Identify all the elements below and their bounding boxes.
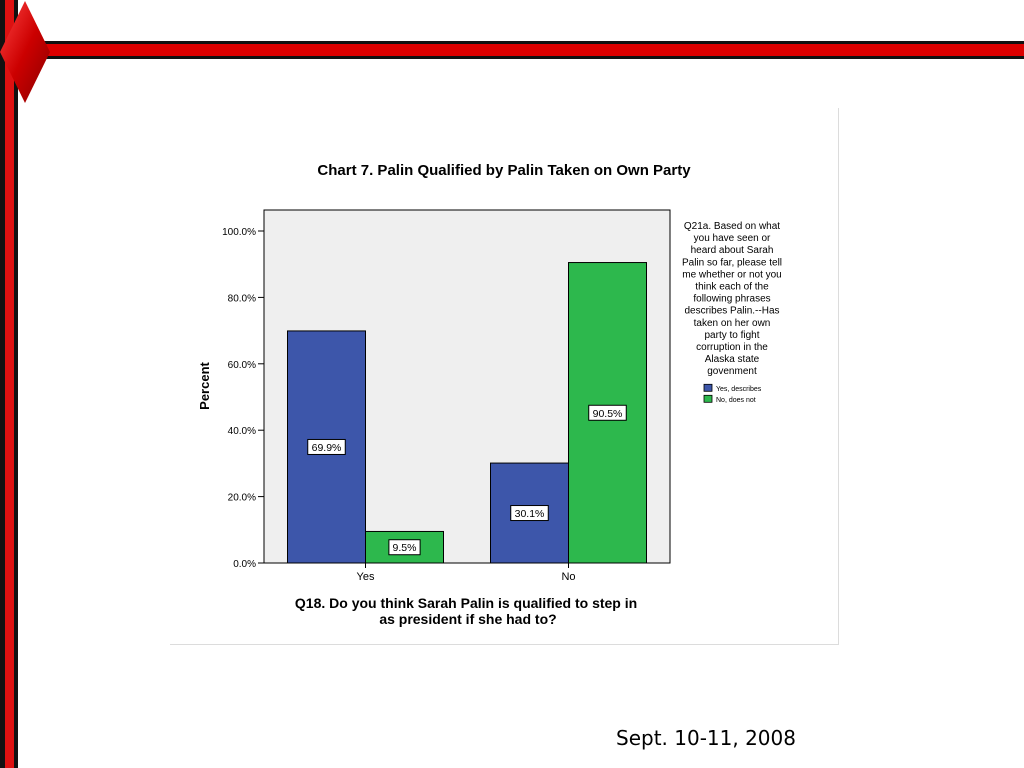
legend-swatch <box>703 383 713 392</box>
y-axis-ticks: 0.0% 20.0% 40.0% 60.0% 80.0% 100.0% <box>222 227 264 570</box>
chart-panel: Chart 7. Palin Qualified by Palin Taken … <box>170 108 839 645</box>
legend-title-line: party to fight <box>704 330 759 341</box>
legend-title-line: following phrases <box>693 294 770 305</box>
legend-title-line: govenment <box>707 366 757 377</box>
x-axis-label-line-2: as president if she had to? <box>379 611 556 627</box>
x-tick-label: No <box>561 571 575 583</box>
y-tick-label: 100.0% <box>222 227 256 238</box>
legend-title-line: Q21a. Based on what <box>684 221 780 232</box>
y-tick-label: 40.0% <box>228 426 256 437</box>
left-accent-bar <box>0 0 18 768</box>
x-axis-label: Q18. Do you think Sarah Palin is qualifi… <box>295 595 641 627</box>
legend-title-line: describes Palin.--Has <box>684 306 779 317</box>
data-label: 90.5% <box>593 408 623 420</box>
red-diamond-icon <box>0 1 50 103</box>
x-tick-label: Yes <box>357 571 375 583</box>
chart-title: Chart 7. Palin Qualified by Palin Taken … <box>317 162 691 179</box>
data-label-box <box>388 539 421 556</box>
footer-date: Sept. 10-11, 2008 <box>616 726 796 750</box>
legend-title-line: you have seen or <box>694 233 771 244</box>
legend-title-line: taken on her own <box>694 318 771 329</box>
bar-series: 69.9% 9.5% 30.1% 90.5% <box>287 262 647 564</box>
legend-title-line: corruption in the <box>696 342 768 353</box>
legend-swatch <box>703 394 713 403</box>
x-axis-label-line-1: Q18. Do you think Sarah Palin is qualifi… <box>295 595 637 611</box>
y-axis-label: Percent <box>197 361 212 409</box>
legend-title-line: me whether or not you <box>682 269 782 280</box>
y-tick-label: 20.0% <box>228 493 256 504</box>
legend-title-line: think each of the <box>695 282 769 293</box>
data-label-box <box>510 505 549 522</box>
legend-title-line: Palin so far, please tell <box>682 257 782 268</box>
data-label: 69.9% <box>312 442 342 454</box>
x-axis-ticks: Yes No <box>357 563 576 583</box>
legend-title-line: Alaska state <box>705 354 760 365</box>
data-label: 30.1% <box>515 508 545 520</box>
legend-item-label: Yes, describes <box>716 386 762 393</box>
y-tick-label: 60.0% <box>228 360 256 371</box>
top-accent-bar <box>14 41 1024 59</box>
data-label-box <box>588 404 627 421</box>
data-label: 9.5% <box>393 542 417 554</box>
bar-chart: Chart 7. Palin Qualified by Palin Taken … <box>197 162 782 627</box>
y-tick-label: 80.0% <box>228 293 256 304</box>
legend-title-line: heard about Sarah <box>691 245 774 256</box>
legend-item-label: No, does not <box>716 397 756 404</box>
y-tick-label: 0.0% <box>233 559 256 570</box>
data-label-box <box>307 438 346 455</box>
